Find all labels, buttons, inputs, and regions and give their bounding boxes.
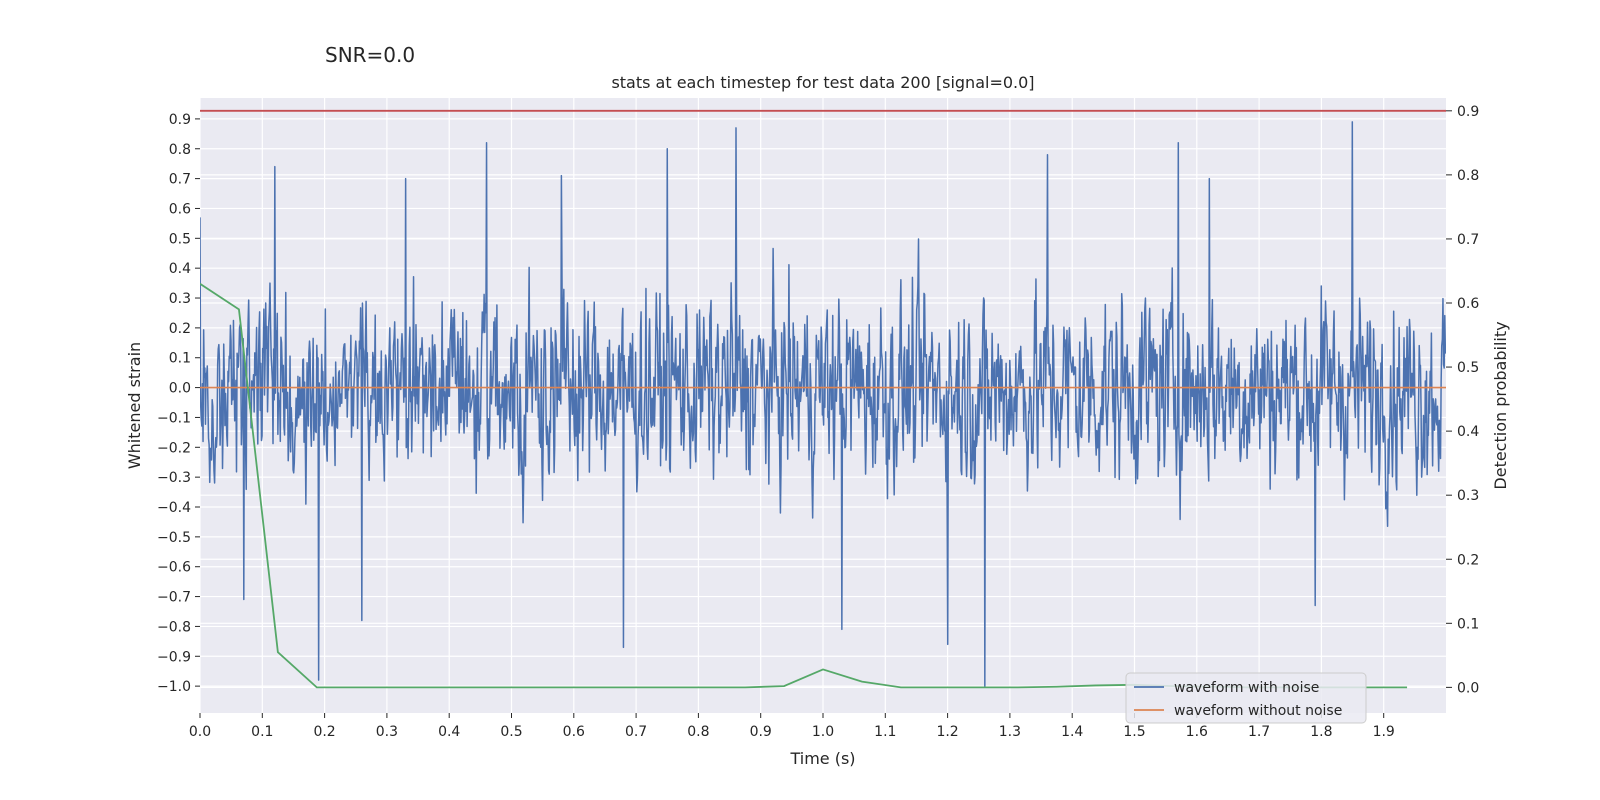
x-axis-ticks: 0.0 0.1 0.2 0.3 0.4 0.5 0.6 0.7 0.8 0.9 1.0 1.1 1.2 1… xyxy=(189,713,1395,740)
legend: waveform with noise waveform without noi… xyxy=(1125,672,1367,724)
legend-label-noise: waveform with noise xyxy=(1174,680,1319,696)
x-tick-label: 0.9 xyxy=(750,724,772,740)
y-tick-label: 0.1 xyxy=(169,351,191,367)
chart-suptitle: SNR=0.0 xyxy=(325,43,415,67)
chart-title: stats at each timestep for test data 200… xyxy=(611,73,1034,92)
x-tick-label: 1.3 xyxy=(999,724,1021,740)
y-tick-label: 0.4 xyxy=(169,261,191,277)
y-tick-label: −0.4 xyxy=(157,500,191,516)
legend-label-clean: waveform without noise xyxy=(1174,703,1342,719)
y-tick-label: −1.0 xyxy=(157,679,191,695)
y2-tick-label: 0.9 xyxy=(1457,104,1479,120)
y-tick-label: −0.9 xyxy=(157,649,191,665)
x-tick-label: 1.7 xyxy=(1248,724,1270,740)
y-tick-label: 0.6 xyxy=(169,201,191,217)
y-tick-label: −0.6 xyxy=(157,560,191,576)
legend-box xyxy=(1125,672,1367,724)
x-tick-label: 1.2 xyxy=(936,724,958,740)
y2-tick-label: 0.5 xyxy=(1457,360,1479,376)
y2-tick-label: 0.2 xyxy=(1457,552,1479,568)
x-tick-label: 0.4 xyxy=(438,724,460,740)
y-tick-label: 0.2 xyxy=(169,321,191,337)
y2-tick-label: 0.8 xyxy=(1457,168,1479,184)
y-tick-label: −0.1 xyxy=(157,410,191,426)
y-tick-label: −0.3 xyxy=(157,470,191,486)
x-tick-label: 0.8 xyxy=(687,724,709,740)
y-tick-label: −0.8 xyxy=(157,619,191,635)
y-tick-label: 0.5 xyxy=(169,231,191,247)
x-tick-label: 0.5 xyxy=(500,724,522,740)
y2-axis-label: Detection probability xyxy=(1491,321,1510,489)
x-tick-label: 0.3 xyxy=(376,724,398,740)
x-tick-label: 1.9 xyxy=(1373,724,1395,740)
x-tick-label: 1.0 xyxy=(812,724,834,740)
y-tick-label: 0.9 xyxy=(169,112,191,128)
y-tick-label: 0.3 xyxy=(169,291,191,307)
grid xyxy=(199,98,1446,713)
series-waveform-with-noise xyxy=(200,121,1446,687)
y-tick-label: 0.0 xyxy=(169,381,191,397)
y2-tick-label: 0.4 xyxy=(1457,424,1479,440)
y-axis-label: Whitened strain xyxy=(125,342,144,469)
x-tick-label: 1.8 xyxy=(1310,724,1332,740)
x-tick-label: 0.1 xyxy=(251,724,273,740)
y2-axis-ticks: 0.9 0.8 0.7 0.6 0.5 0.4 0.3 0.2 0.1 0.0 xyxy=(1446,104,1479,696)
y-tick-label: −0.5 xyxy=(157,530,191,546)
x-tick-label: 1.5 xyxy=(1123,724,1145,740)
x-axis-label: Time (s) xyxy=(789,749,855,768)
y2-tick-label: 0.7 xyxy=(1457,232,1479,248)
y2-tick-label: 0.3 xyxy=(1457,488,1479,504)
x-tick-label: 1.1 xyxy=(874,724,896,740)
x-tick-label: 0.2 xyxy=(313,724,335,740)
x-tick-label: 1.6 xyxy=(1186,724,1208,740)
y2-tick-label: 0.0 xyxy=(1457,680,1479,696)
y2-tick-label: 0.1 xyxy=(1457,616,1479,632)
y2-tick-label: 0.6 xyxy=(1457,296,1479,312)
y-tick-label: 0.7 xyxy=(169,172,191,188)
x-tick-label: 0.7 xyxy=(625,724,647,740)
y-tick-label: −0.7 xyxy=(157,590,191,606)
x-tick-label: 1.4 xyxy=(1061,724,1083,740)
y-tick-label: 0.8 xyxy=(169,142,191,158)
y-tick-label: −0.2 xyxy=(157,440,191,456)
y-axis-ticks: 0.9 0.8 0.7 0.6 0.5 0.4 0.3 0.2 0.1 0.0 −0.1 −0.2 −0… xyxy=(157,112,200,695)
x-tick-label: 0.0 xyxy=(189,724,211,740)
x-tick-label: 0.6 xyxy=(563,724,585,740)
